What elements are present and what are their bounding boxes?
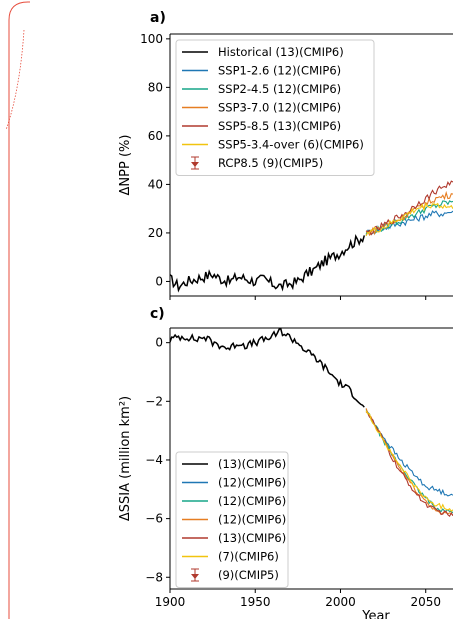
- y-tick-label: 20: [148, 226, 163, 240]
- y-tick-label: 60: [148, 129, 163, 143]
- legend-box: [175, 451, 289, 588]
- y-tick-label: 80: [148, 80, 163, 94]
- panel-label: a): [150, 10, 166, 26]
- legend-label: SSP5-3.4-over (6)(CMIP6): [218, 138, 364, 152]
- y-tick-label: 100: [140, 32, 163, 46]
- series-line: [170, 328, 365, 408]
- y-tick-label: −6: [145, 512, 163, 526]
- legend-label: Historical (13)(CMIP6): [218, 45, 344, 59]
- legend-label: (13)(CMIP6): [218, 457, 286, 471]
- legend-label: (12)(CMIP6): [218, 494, 286, 508]
- legend-label: (12)(CMIP6): [218, 476, 286, 490]
- x-tick-label: 1950: [240, 595, 271, 609]
- series-line: [365, 410, 453, 497]
- legend-label: SSP3-7.0 (12)(CMIP6): [218, 101, 341, 115]
- series-line: [365, 409, 453, 514]
- series-line: [365, 180, 453, 236]
- series-line: [365, 202, 453, 237]
- legend-label: (9)(CMIP5): [218, 568, 279, 582]
- x-tick-label: 1900: [155, 595, 186, 609]
- panel-label: c): [150, 306, 165, 322]
- y-tick-label: −4: [145, 453, 163, 467]
- x-tick-label: 2050: [410, 595, 441, 609]
- y-axis-label: ΔNPP (%): [118, 135, 133, 196]
- x-tick-label: 2000: [325, 595, 356, 609]
- series-line: [365, 411, 453, 518]
- x-axis-label: Year: [361, 609, 390, 619]
- y-tick-label: 0: [155, 274, 163, 288]
- left-frame-border: [8, 1, 30, 619]
- legend-label: (12)(CMIP6): [218, 513, 286, 527]
- legend-label: RCP8.5 (9)(CMIP5): [218, 156, 323, 170]
- series-line: [170, 234, 366, 293]
- panel-c: c) 0 −2 −4 −6 −8 1900 1950 2000 2050 ΔSSIA (millio…: [118, 306, 453, 619]
- left-frame-dotted: [5, 29, 25, 131]
- legend-triangle-marker: [191, 574, 199, 579]
- y-tick-label: 0: [155, 336, 163, 350]
- series-line: [365, 410, 453, 513]
- legend-label: SSP5-8.5 (13)(CMIP6): [218, 119, 341, 133]
- legend-box: [175, 39, 375, 176]
- y-tick-label: 40: [148, 177, 163, 191]
- legend-triangle-marker: [191, 162, 199, 167]
- y-axis-label: ΔSSIA (million km²): [118, 396, 133, 521]
- legend-label: (13)(CMIP6): [218, 531, 286, 545]
- legend-label: SSP2-4.5 (12)(CMIP6): [218, 82, 341, 96]
- series-line: [365, 190, 453, 237]
- legend-label: SSP1-2.6 (12)(CMIP6): [218, 64, 341, 78]
- series-line: [365, 408, 453, 517]
- y-tick-label: −8: [145, 570, 163, 584]
- legend-label: (7)(CMIP6): [218, 550, 279, 564]
- y-tick-label: −2: [145, 394, 163, 408]
- panel-a: a) 0 20 40 60 80 100 ΔNPP (%) Historical (13)(CM…: [118, 10, 453, 300]
